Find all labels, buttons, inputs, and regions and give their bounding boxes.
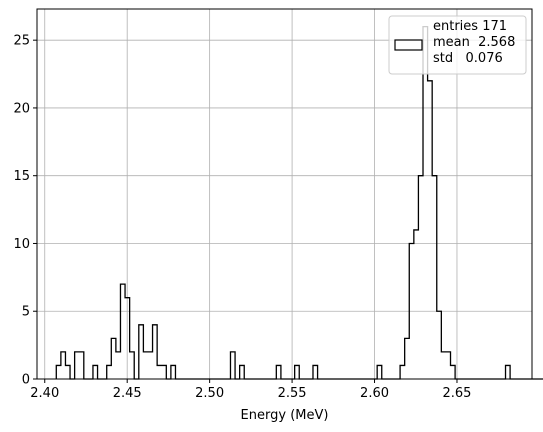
legend-mean-text: mean 2.568: [433, 35, 515, 50]
x-tick-label: 2.55: [278, 386, 307, 401]
y-tick-label: 20: [13, 101, 30, 116]
y-axis-ticks: 0 5 10 15 20 25: [13, 34, 37, 388]
x-tick-label: 2.50: [195, 386, 224, 401]
legend-std-text: std 0.076: [433, 51, 503, 66]
legend-box: [388, 15, 527, 75]
x-tick-label: 2.60: [360, 386, 389, 401]
y-tick-label: 15: [13, 169, 30, 184]
legend-handle: [394, 39, 423, 51]
x-tick-label: 2.65: [442, 386, 471, 401]
x-axis-ticks: 2.40 2.45 2.50 2.55 2.60 2.65: [30, 379, 471, 401]
y-tick-label: 0: [22, 373, 30, 388]
y-tick-label: 5: [22, 305, 30, 320]
y-tick-label: 10: [13, 237, 30, 252]
x-tick-label: 2.40: [30, 386, 59, 401]
y-tick-label: 25: [13, 34, 30, 49]
legend: entries 171 mean 2.568 std 0.076: [388, 15, 527, 75]
plot-frame: [36, 8, 533, 380]
histogram-step-line: [55, 25, 543, 380]
x-axis-label: Energy (MeV): [241, 408, 329, 423]
legend-entries-text: entries 171: [433, 19, 507, 34]
x-tick-label: 2.45: [113, 386, 142, 401]
